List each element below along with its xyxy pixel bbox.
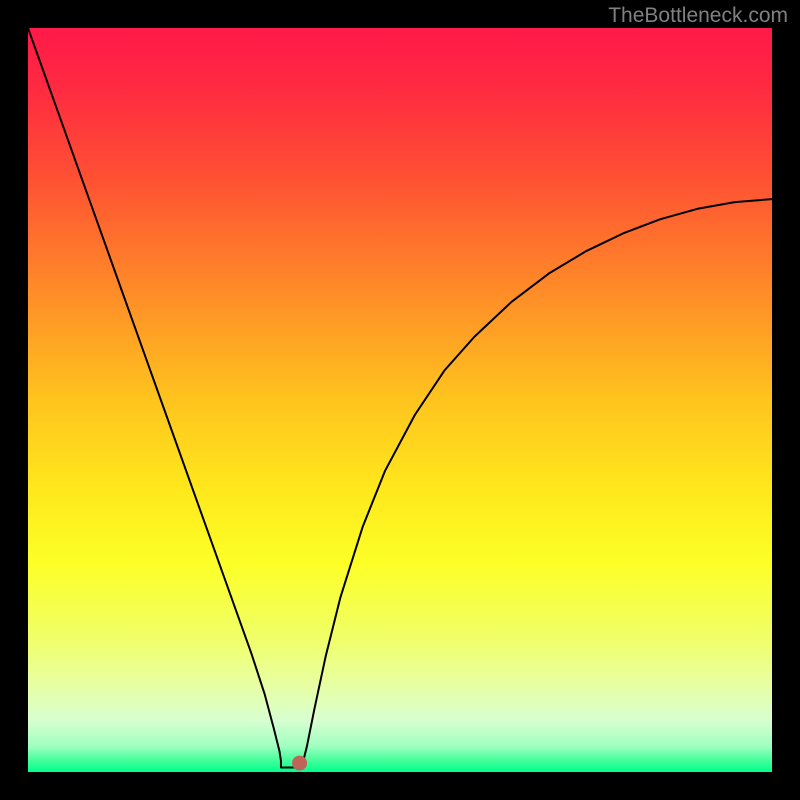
chart-background [28,28,772,772]
optimum-marker [293,756,307,770]
bottleneck-chart [28,28,772,772]
watermark-text: TheBottleneck.com [608,4,788,28]
